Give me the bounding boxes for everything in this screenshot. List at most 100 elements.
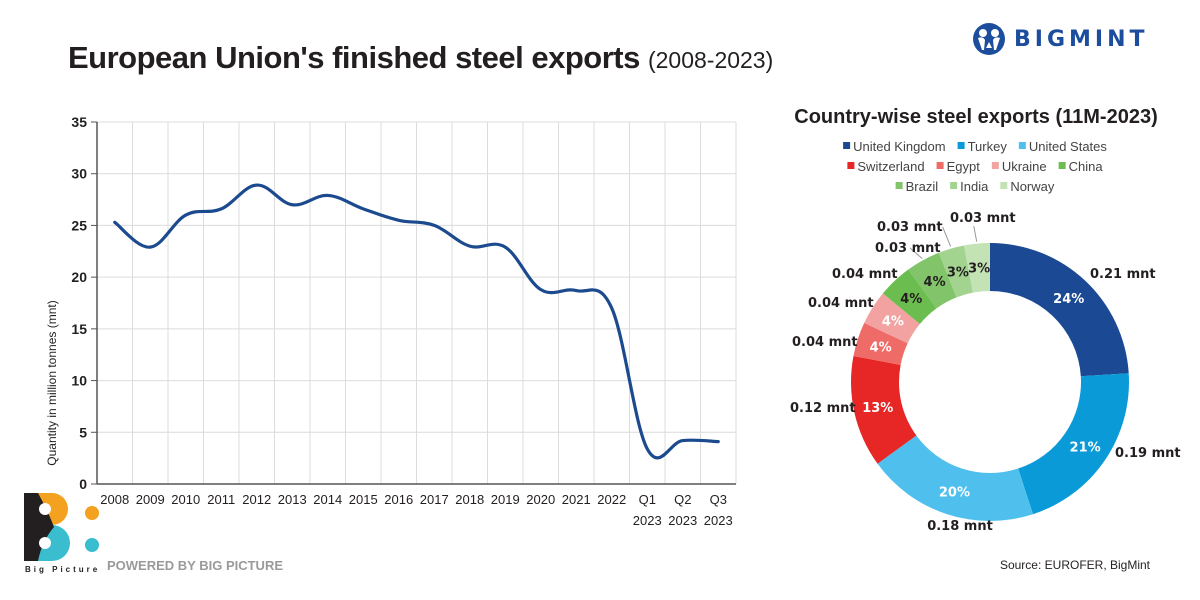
donut-slice	[938, 245, 973, 298]
percent-label: 24%	[1053, 292, 1084, 307]
legend-label: Norway	[1010, 179, 1055, 194]
value-label: 0.03 mnt	[877, 220, 943, 235]
donut-slice	[908, 252, 957, 309]
grid	[96, 121, 737, 485]
y-tick-label: 30	[71, 166, 87, 182]
y-tick-label: 25	[71, 217, 87, 233]
bigmint-logo: BIGMINT	[972, 22, 1149, 56]
big-picture-logo	[24, 493, 99, 561]
percent-label: 4%	[900, 292, 922, 307]
teal-dot	[85, 538, 99, 552]
value-label: 0.03 mnt	[950, 211, 1016, 226]
legend-label: United Kingdom	[853, 139, 946, 154]
legend: United Kingdom Turkey United States Switzer…	[843, 139, 1107, 194]
percent-label: 3%	[947, 266, 969, 281]
x-tick-label: 2010	[171, 492, 200, 507]
source-note: Source: EUROFER, BigMint	[999, 558, 1150, 572]
x-tick-label: 2016	[384, 492, 413, 507]
x-axis-ticks: 2008 2009 2010 2011 2012 2013 2014 2015 2016 2017…	[100, 492, 732, 528]
percent-label: 4%	[924, 275, 946, 290]
orange-dot	[85, 506, 99, 520]
donut-slice	[877, 435, 1033, 521]
legend-label: United States	[1029, 139, 1108, 154]
value-label: 0.03 mnt	[875, 241, 941, 256]
big-picture-label: Big Picture	[25, 565, 101, 574]
value-label: 0.04 mnt	[792, 335, 858, 350]
title-main: European Union's finished steel exports	[68, 40, 640, 75]
percent-label: 13%	[862, 401, 893, 416]
donut-slice	[882, 269, 937, 324]
legend-swatch	[991, 162, 999, 169]
legend-swatch	[957, 142, 965, 149]
leader-line	[909, 247, 923, 259]
value-label: 0.04 mnt	[808, 296, 874, 311]
data-points	[114, 184, 719, 449]
x-tick-label: 2019	[491, 492, 520, 507]
donut-slice	[963, 243, 990, 293]
legend-label: India	[960, 179, 989, 194]
x-tick-label: 2020	[526, 492, 555, 507]
x-tick-label: 2022	[597, 492, 626, 507]
title-subtitle: (2008-2023)	[647, 47, 774, 73]
x-tick-label: 2014	[313, 492, 342, 507]
value-label: 0.21 mnt	[1090, 267, 1156, 282]
x-tick-label: 2023	[633, 513, 662, 528]
donut-slice	[1018, 373, 1129, 515]
legend-swatch	[950, 182, 958, 189]
x-tick-label: 2011	[207, 492, 235, 507]
y-tick-label: 20	[71, 269, 87, 285]
donut-title: Country-wise steel exports (11M-2023)	[794, 106, 1157, 128]
percent-label: 20%	[939, 485, 970, 500]
legend-swatch	[1000, 182, 1008, 189]
y-tick-label: 5	[79, 424, 87, 440]
y-axis-ticks: 0 5 10 15 20 25 30 35	[71, 114, 97, 492]
y-axis-label: Quantity in million tonnes (mnt)	[45, 300, 59, 465]
legend-swatch	[847, 162, 855, 169]
x-tick-label: 2018	[455, 492, 484, 507]
legend-label: Egypt	[947, 159, 981, 174]
x-tick-label: 2008	[100, 492, 129, 507]
legend-swatch	[895, 182, 903, 189]
leader-line	[973, 225, 978, 242]
y-tick-label: 35	[71, 114, 87, 130]
x-tick-label: Q2	[674, 492, 691, 507]
y-tick-label: 0	[79, 476, 87, 492]
x-tick-label: 2023	[704, 513, 733, 528]
value-label: 0.04 mnt	[832, 267, 898, 282]
percent-label: 4%	[882, 314, 904, 329]
legend-swatch	[1018, 142, 1026, 149]
legend-swatch	[936, 162, 944, 169]
y-tick-label: 10	[71, 373, 87, 389]
legend-label: Turkey	[968, 139, 1008, 154]
legend-label: China	[1069, 159, 1104, 174]
axes	[96, 122, 736, 485]
value-label: 0.18 mnt	[927, 519, 993, 534]
percent-labels: 24%21%20%13%4%4%4%4%3% 3%	[862, 262, 1100, 501]
page-title: European Union's finished steel exports …	[68, 40, 773, 76]
donut-slice	[864, 293, 920, 344]
value-label: 0.19 mnt	[1115, 446, 1181, 461]
donut-slices	[851, 243, 1129, 521]
donut-slice	[990, 243, 1129, 377]
powered-by: POWERED BY BIG PICTURE	[107, 558, 284, 573]
value-labels: 0.21 mnt 0.19 mnt 0.18 mnt 0.12 mnt 0.04 mnt…	[790, 211, 1181, 534]
percent-label: 4%	[870, 340, 892, 355]
x-tick-label: Q1	[639, 492, 656, 507]
legend-swatch	[843, 142, 851, 149]
percent-label: 21%	[1070, 441, 1101, 456]
legend-swatch	[1058, 162, 1066, 169]
x-tick-label: 2021	[562, 492, 591, 507]
x-tick-label: 2012	[242, 492, 271, 507]
brand-name: BIGMINT	[1014, 26, 1149, 52]
donut-chart: Country-wise steel exports (11M-2023) Un…	[790, 106, 1181, 534]
legend-label: Switzerland	[857, 159, 924, 174]
leader-line	[942, 226, 952, 247]
leader-lines	[909, 225, 978, 259]
donut-slice	[851, 355, 917, 464]
x-tick-label: 2015	[349, 492, 378, 507]
x-tick-label: 2017	[420, 492, 449, 507]
x-tick-label: 2013	[278, 492, 307, 507]
bigmint-people-icon	[973, 23, 1005, 55]
donut-slice	[853, 322, 908, 365]
